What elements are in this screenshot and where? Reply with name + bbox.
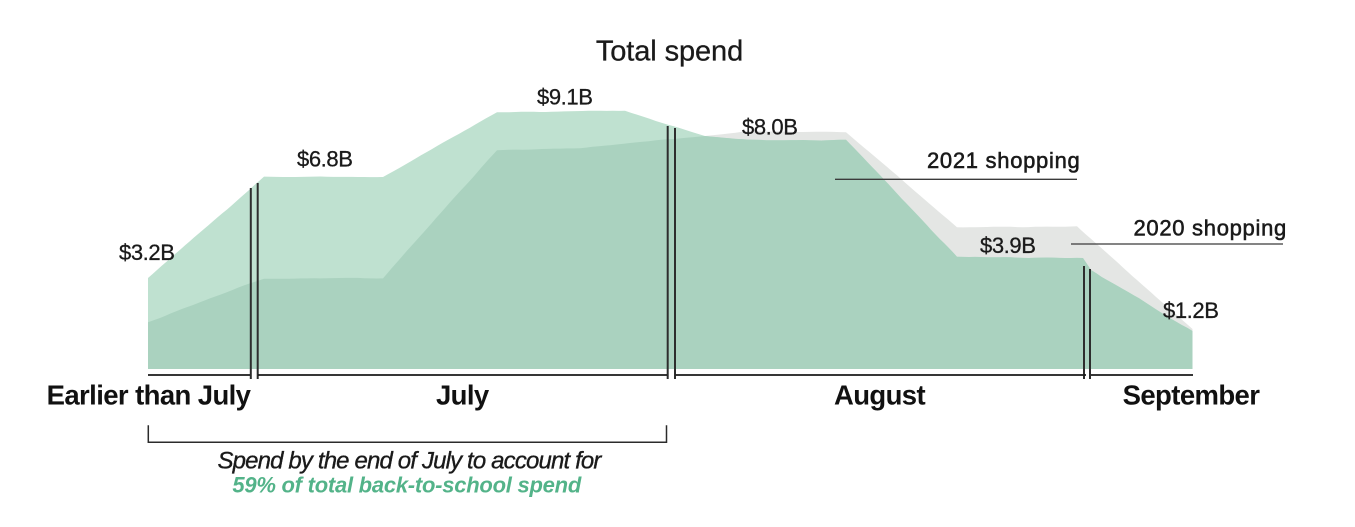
svg-text:2020 shopping: 2020 shopping — [1134, 215, 1287, 240]
svg-text:July: July — [436, 380, 490, 411]
svg-text:Total spend: Total spend — [596, 36, 743, 68]
svg-text:August: August — [834, 380, 926, 411]
svg-text:$3.9B: $3.9B — [980, 233, 1036, 258]
svg-text:$8.0B: $8.0B — [742, 115, 798, 140]
svg-text:59% of total back-to-school sp: 59% of total back-to-school spend — [232, 472, 581, 497]
svg-text:2021 shopping: 2021 shopping — [927, 148, 1080, 173]
svg-text:September: September — [1123, 380, 1261, 411]
svg-text:$1.2B: $1.2B — [1163, 298, 1219, 323]
svg-text:Earlier than July: Earlier than July — [47, 380, 252, 411]
svg-text:Spend by the end of July to ac: Spend by the end of July to account for — [217, 448, 602, 475]
svg-text:$3.2B: $3.2B — [119, 240, 175, 265]
svg-text:$6.8B: $6.8B — [297, 147, 353, 172]
svg-text:$9.1B: $9.1B — [537, 84, 593, 109]
